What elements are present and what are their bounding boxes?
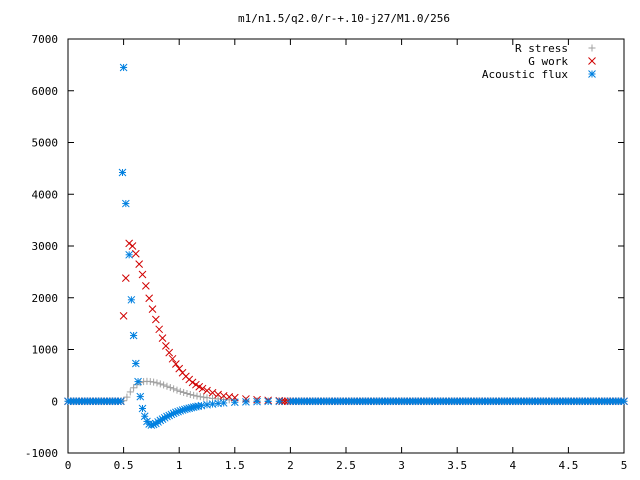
x-tick-label: 3.5 [447, 459, 467, 472]
data-point [200, 393, 208, 401]
data-point [127, 295, 136, 304]
data-point [128, 242, 137, 250]
data-point [145, 294, 154, 303]
data-point [155, 325, 164, 334]
y-tick-label: 4000 [32, 188, 59, 201]
data-point [131, 359, 140, 368]
y-tick-label: 2000 [32, 292, 59, 305]
legend-marker [588, 57, 596, 65]
data-point [198, 384, 207, 393]
legend-label: Acoustic flux [482, 68, 568, 81]
baseline-point [620, 397, 628, 406]
data-point [135, 260, 144, 268]
x-tick-label: 4 [509, 459, 516, 472]
data-point [158, 334, 167, 342]
data-point [242, 398, 250, 406]
legend-marker [588, 44, 596, 52]
data-point [163, 382, 171, 390]
chart-title: m1/n1.5/q2.0/r-+.10-j27/M1.0/256 [238, 12, 450, 25]
data-point [219, 399, 228, 407]
y-tick-label: -1000 [25, 447, 58, 460]
legend-label: R stress [515, 42, 568, 55]
series-1 [64, 239, 628, 406]
data-point [253, 397, 261, 406]
data-point [138, 270, 147, 279]
x-tick-label: 2 [287, 459, 294, 472]
data-point [193, 392, 201, 400]
x-tick-label: 3 [398, 459, 405, 472]
data-point [180, 388, 188, 396]
data-point [208, 388, 217, 397]
data-point [131, 249, 140, 258]
axis-ticks: 0 0.5 1 1.5 2 2.5 3 3.5 4 4.5 5 -1000 0 1000 2000 3000 4… [25, 33, 627, 472]
data-point [172, 360, 180, 368]
data-point [286, 397, 295, 406]
data-point [160, 381, 168, 389]
data-point [153, 379, 161, 387]
data-point [130, 384, 138, 392]
data-point [138, 404, 147, 413]
data-point [197, 401, 206, 410]
data-point [192, 380, 200, 389]
data-point [156, 380, 164, 388]
data-point [123, 393, 131, 401]
y-tick-label: 0 [51, 395, 58, 408]
data-point [134, 377, 142, 386]
data-point [121, 274, 130, 282]
data-point [146, 378, 154, 386]
x-tick-label: 5 [621, 459, 628, 472]
data-point [166, 384, 174, 392]
data-point [136, 392, 145, 401]
y-tick-label: 6000 [32, 85, 59, 98]
data-point [118, 168, 127, 177]
legend-label: G work [528, 55, 568, 68]
data-point [170, 385, 178, 393]
data-point [151, 315, 160, 324]
y-tick-label: 5000 [32, 137, 59, 150]
data-point [148, 305, 157, 313]
y-tick-label: 7000 [32, 33, 59, 46]
data-point [125, 250, 134, 259]
series-2 [64, 63, 628, 429]
data-point [141, 281, 150, 290]
data-point [190, 391, 198, 399]
data-point [186, 391, 194, 399]
data-point [162, 342, 170, 350]
x-tick-label: 4.5 [558, 459, 578, 472]
data-point [173, 386, 181, 394]
y-tick-label: 3000 [32, 240, 59, 253]
x-tick-label: 2.5 [336, 459, 356, 472]
data-point [196, 393, 204, 401]
data-point [230, 398, 239, 407]
data-point [183, 389, 191, 397]
x-tick-label: 0.5 [114, 459, 134, 472]
baseline-point [116, 397, 125, 406]
data-point [119, 312, 128, 320]
data-point [176, 387, 184, 395]
data-point [150, 378, 158, 386]
plot-frame [67, 38, 625, 454]
data-point [264, 397, 273, 406]
x-tick-label: 0 [65, 459, 72, 472]
data-point [129, 331, 138, 340]
data-point [203, 394, 211, 402]
data-point [175, 364, 184, 373]
data-point [119, 63, 128, 72]
data-point [165, 348, 174, 357]
legend-marker [588, 70, 596, 78]
x-tick-label: 1.5 [225, 459, 245, 472]
x-tick-label: 1 [176, 459, 183, 472]
data-point [126, 388, 134, 396]
data-point [188, 378, 197, 387]
y-tick-label: 1000 [32, 344, 59, 357]
data-point [275, 397, 284, 406]
data-point [168, 354, 177, 363]
data-point [125, 239, 134, 248]
data-point [121, 199, 130, 208]
series-layer [64, 63, 628, 429]
data-point [203, 386, 211, 395]
